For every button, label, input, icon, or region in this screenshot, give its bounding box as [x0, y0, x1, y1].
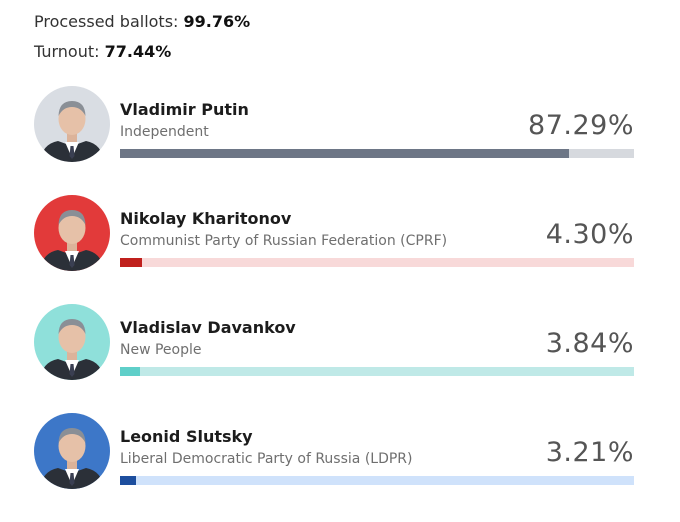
candidate-row: Vladislav Davankov New People 3.84% [34, 304, 644, 413]
portrait-photo [34, 195, 110, 271]
portrait-photo [34, 413, 110, 489]
vote-share-bar-fill [120, 476, 137, 485]
vote-share-bar [120, 476, 634, 485]
turnout-stat: Turnout: 77.44% [34, 38, 250, 66]
processed-ballots-value: 99.76% [183, 12, 251, 31]
candidate-name: Nikolay Kharitonov [120, 209, 292, 228]
candidate-party: New People [120, 342, 202, 358]
vote-share-bar-fill [120, 367, 140, 376]
candidate-name: Vladimir Putin [120, 100, 249, 119]
vote-share-bar [120, 149, 634, 158]
candidate-name: Leonid Slutsky [120, 427, 253, 446]
processed-ballots-label: Processed ballots: [34, 12, 179, 31]
candidate-party: Communist Party of Russian Federation (C… [120, 233, 448, 249]
turnout-value: 77.44% [104, 42, 172, 61]
candidate-avatar [34, 195, 110, 271]
candidate-row: Nikolay Kharitonov Communist Party of Ru… [34, 195, 644, 304]
candidate-percent: 87.29% [528, 110, 634, 141]
candidate-party: Liberal Democratic Party of Russia (LDPR… [120, 451, 413, 467]
candidate-party: Independent [120, 124, 209, 140]
portrait-photo [34, 86, 110, 162]
candidate-avatar [34, 86, 110, 162]
processed-ballots-stat: Processed ballots: 99.76% [34, 8, 250, 36]
candidate-name: Vladislav Davankov [120, 318, 296, 337]
vote-share-bar-fill [120, 258, 143, 267]
portrait-photo [34, 304, 110, 380]
vote-share-bar [120, 367, 634, 376]
candidate-row: Leonid Slutsky Liberal Democratic Party … [34, 413, 644, 522]
results-summary: Processed ballots: 99.76% Turnout: 77.44… [34, 8, 250, 66]
candidate-avatar [34, 304, 110, 380]
candidate-percent: 3.84% [545, 328, 634, 359]
candidate-avatar [34, 413, 110, 489]
vote-share-bar-fill [120, 149, 569, 158]
candidate-row: Vladimir Putin Independent 87.29% [34, 86, 644, 195]
vote-share-bar [120, 258, 634, 267]
turnout-label: Turnout: [34, 42, 100, 61]
candidate-percent: 3.21% [545, 437, 634, 468]
candidate-list: Vladimir Putin Independent 87.29% Nikola… [34, 86, 644, 522]
candidate-percent: 4.30% [545, 219, 634, 250]
